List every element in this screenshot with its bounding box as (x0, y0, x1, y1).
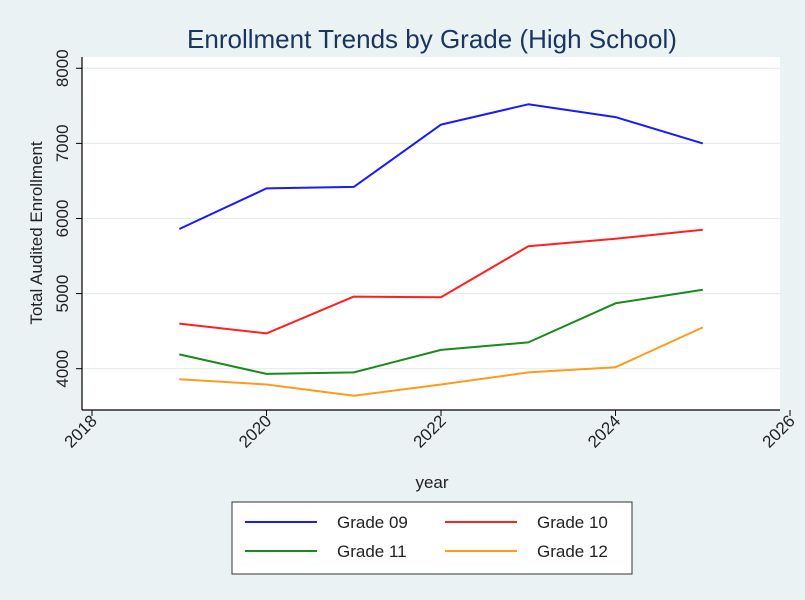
y-tick-label: 5000 (53, 275, 72, 313)
y-tick-label: 4000 (53, 350, 72, 388)
y-tick-label: 8000 (53, 49, 72, 87)
legend-box (231, 501, 633, 575)
legend-label: Grade 11 (337, 542, 407, 561)
y-tick-label: 7000 (53, 124, 72, 162)
axes (81, 57, 780, 411)
legend: Grade 09 Grade 10 Grade 11 Grade 12 (231, 501, 633, 575)
series-line-grade-09 (178, 103, 704, 230)
x-tick-label: 2018 (61, 411, 101, 451)
legend-label: Grade 12 (537, 542, 608, 561)
x-tick-label: 2026 (759, 411, 799, 451)
series-lines (178, 103, 704, 397)
y-axis-title: Total Audited Enrollment (27, 141, 46, 325)
series-line-grade-10 (179, 228, 703, 335)
x-tick-label: 2020 (235, 411, 275, 451)
series-line-grade-12 (179, 326, 704, 397)
x-tick-label: 2022 (410, 411, 450, 451)
grid-lines (82, 67, 780, 370)
series-line-grade-11 (179, 288, 703, 375)
y-tick-label: 6000 (53, 200, 72, 238)
legend-label: Grade 10 (537, 513, 608, 532)
legend-label: Grade 09 (337, 513, 408, 532)
x-axis-title: year (415, 473, 448, 492)
chart-title: Enrollment Trends by Grade (High School) (187, 24, 677, 54)
x-tick-label: 2024 (584, 411, 624, 451)
